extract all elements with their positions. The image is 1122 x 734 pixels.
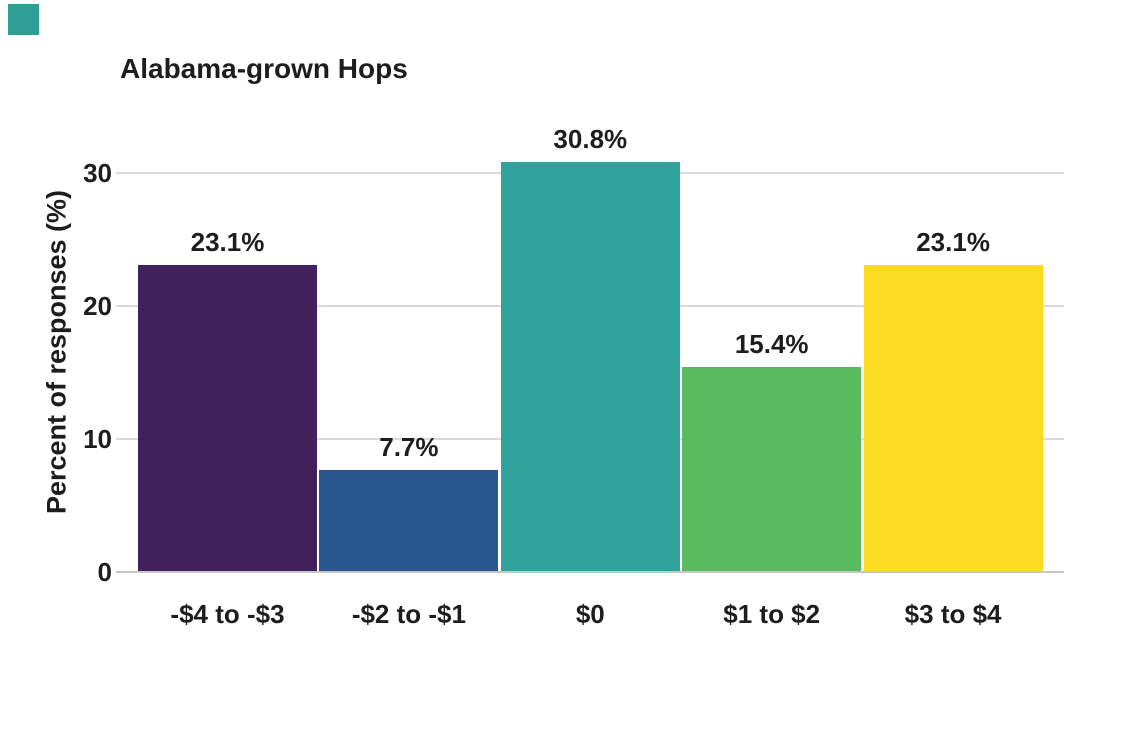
- bar-value-label: 30.8%: [553, 124, 628, 155]
- x-tick-label: $3 to $4: [904, 599, 1002, 629]
- bar-value-label: 7.7%: [379, 431, 439, 462]
- bar-3: [500, 162, 680, 572]
- x-tick-label: -$2 to -$1: [351, 599, 466, 629]
- bar-value-label: 15.4%: [734, 329, 809, 360]
- bar-1: [138, 264, 317, 572]
- bar-value-label: 23.1%: [916, 226, 990, 257]
- bar-4: [682, 367, 862, 572]
- y-tick-label: 20: [83, 291, 112, 321]
- bar-2: [319, 469, 499, 572]
- y-tick-label: 10: [83, 424, 112, 454]
- x-tick-label: $1 to $2: [723, 599, 821, 629]
- x-tick-label: -$4 to -$3: [170, 599, 285, 629]
- chart-title: Alabama-grown Hops: [120, 53, 408, 84]
- x-axis-baseline: [116, 571, 1064, 573]
- y-tick-label: 0: [97, 557, 112, 587]
- y-tick-label: 30: [83, 158, 112, 188]
- bar-value-label: 23.1%: [190, 226, 265, 257]
- corner-marker: [8, 4, 39, 35]
- bar-5: [863, 264, 1043, 572]
- x-tick-label: $0: [575, 599, 605, 629]
